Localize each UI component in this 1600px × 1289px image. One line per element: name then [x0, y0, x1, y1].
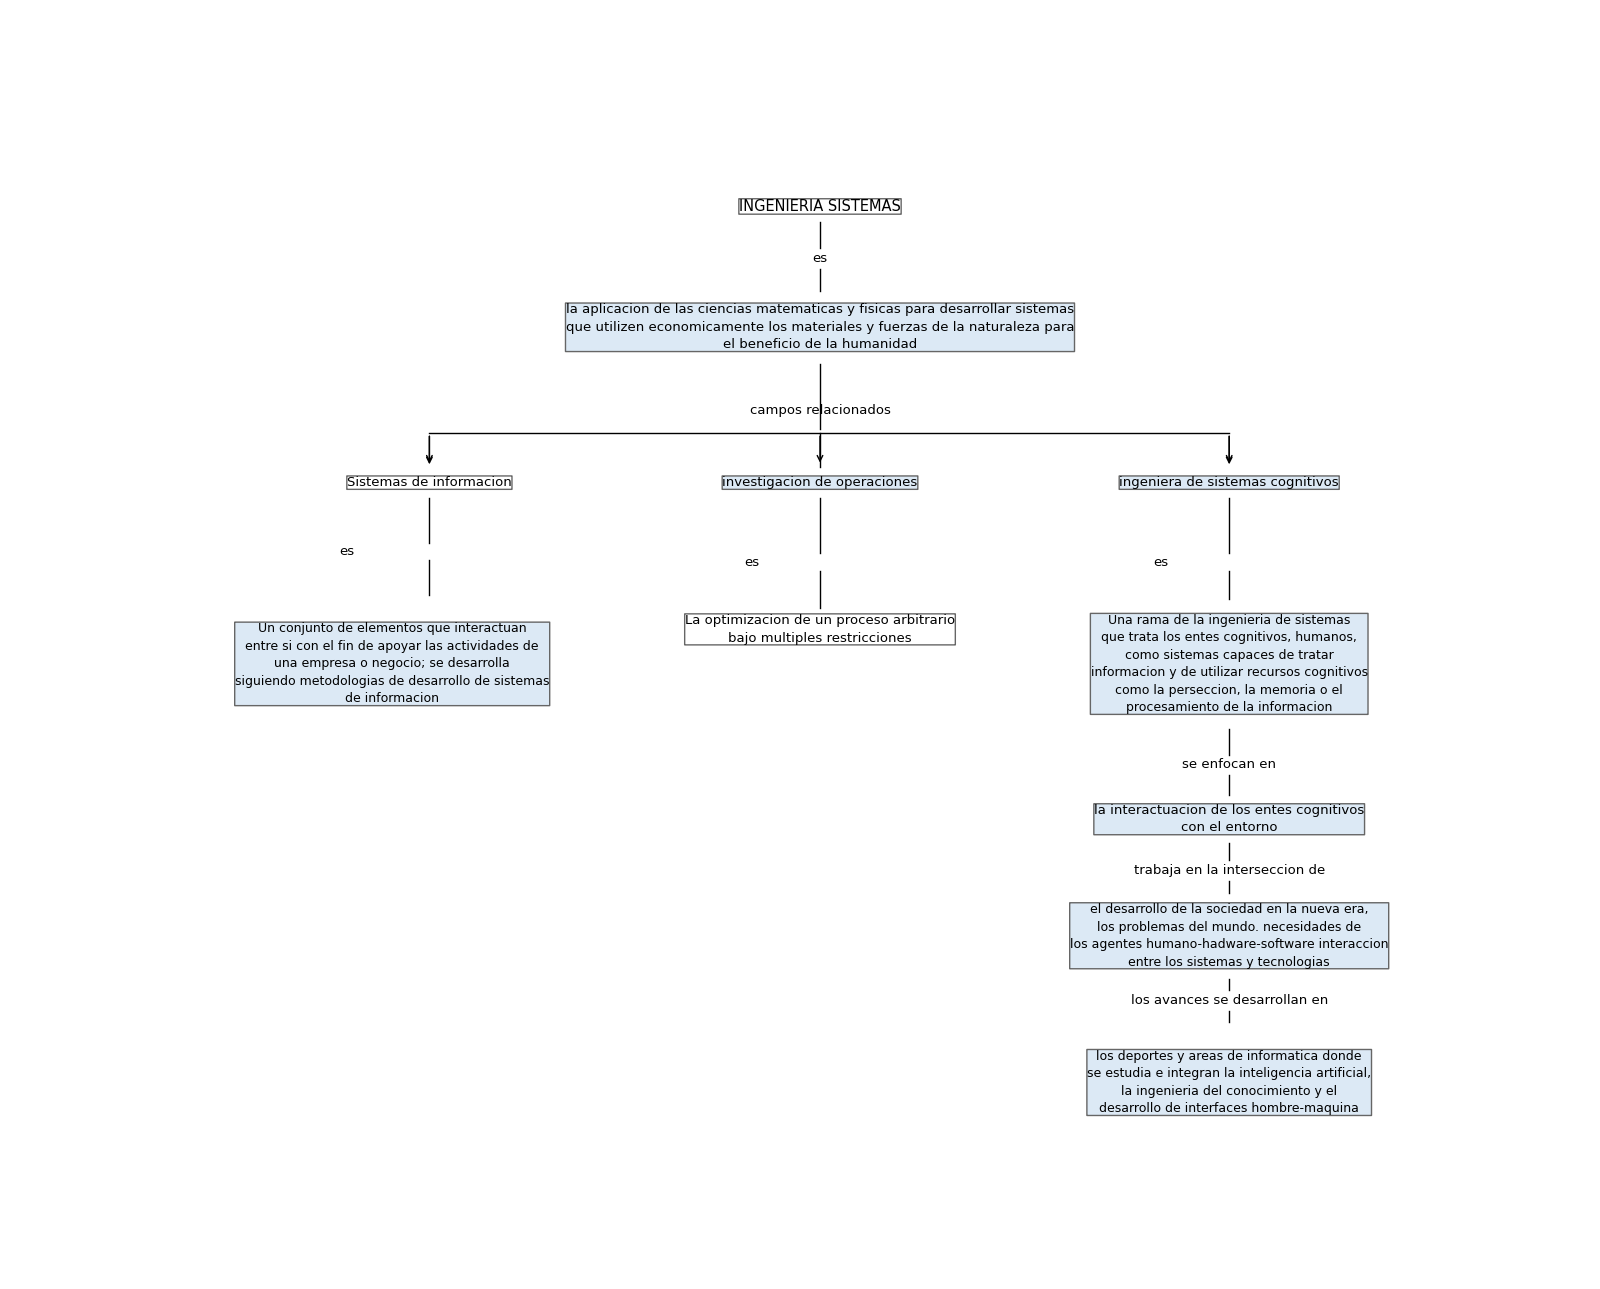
- Text: ingeniera de sistemas cognitivos: ingeniera de sistemas cognitivos: [1120, 476, 1339, 489]
- Text: campos relacionados: campos relacionados: [749, 403, 891, 416]
- Text: los deportes y areas de informatica donde
se estudia e integran la inteligencia : los deportes y areas de informatica dond…: [1086, 1049, 1371, 1115]
- Text: se enfocan en: se enfocan en: [1182, 758, 1277, 771]
- Text: Una rama de la ingenieria de sistemas
que trata los entes cognitivos, humanos,
c: Una rama de la ingenieria de sistemas qu…: [1091, 614, 1368, 714]
- Text: la interactuacion de los entes cognitivos
con el entorno: la interactuacion de los entes cognitivo…: [1094, 804, 1365, 834]
- Text: La optimizacion de un proceso arbitrario
bajo multiples restricciones: La optimizacion de un proceso arbitrario…: [685, 614, 955, 644]
- Text: investigacion de operaciones: investigacion de operaciones: [722, 476, 918, 489]
- Text: es: es: [744, 556, 760, 568]
- Text: es: es: [1154, 556, 1168, 568]
- Text: la aplicacion de las ciencias matematicas y fisicas para desarrollar sistemas
qu: la aplicacion de las ciencias matematica…: [566, 303, 1074, 352]
- Text: trabaja en la interseccion de: trabaja en la interseccion de: [1133, 864, 1325, 877]
- Text: es: es: [813, 251, 827, 264]
- Text: Un conjunto de elementos que interactuan
entre si con el fin de apoyar las activ: Un conjunto de elementos que interactuan…: [235, 623, 549, 705]
- Text: es: es: [339, 545, 354, 558]
- Text: Sistemas de informacion: Sistemas de informacion: [347, 476, 512, 489]
- Text: el desarrollo de la sociedad en la nueva era,
los problemas del mundo. necesidad: el desarrollo de la sociedad en la nueva…: [1070, 904, 1389, 968]
- Text: los avances se desarrollan en: los avances se desarrollan en: [1131, 994, 1328, 1007]
- Text: INGENIERIA SISTEMAS: INGENIERIA SISTEMAS: [739, 199, 901, 214]
